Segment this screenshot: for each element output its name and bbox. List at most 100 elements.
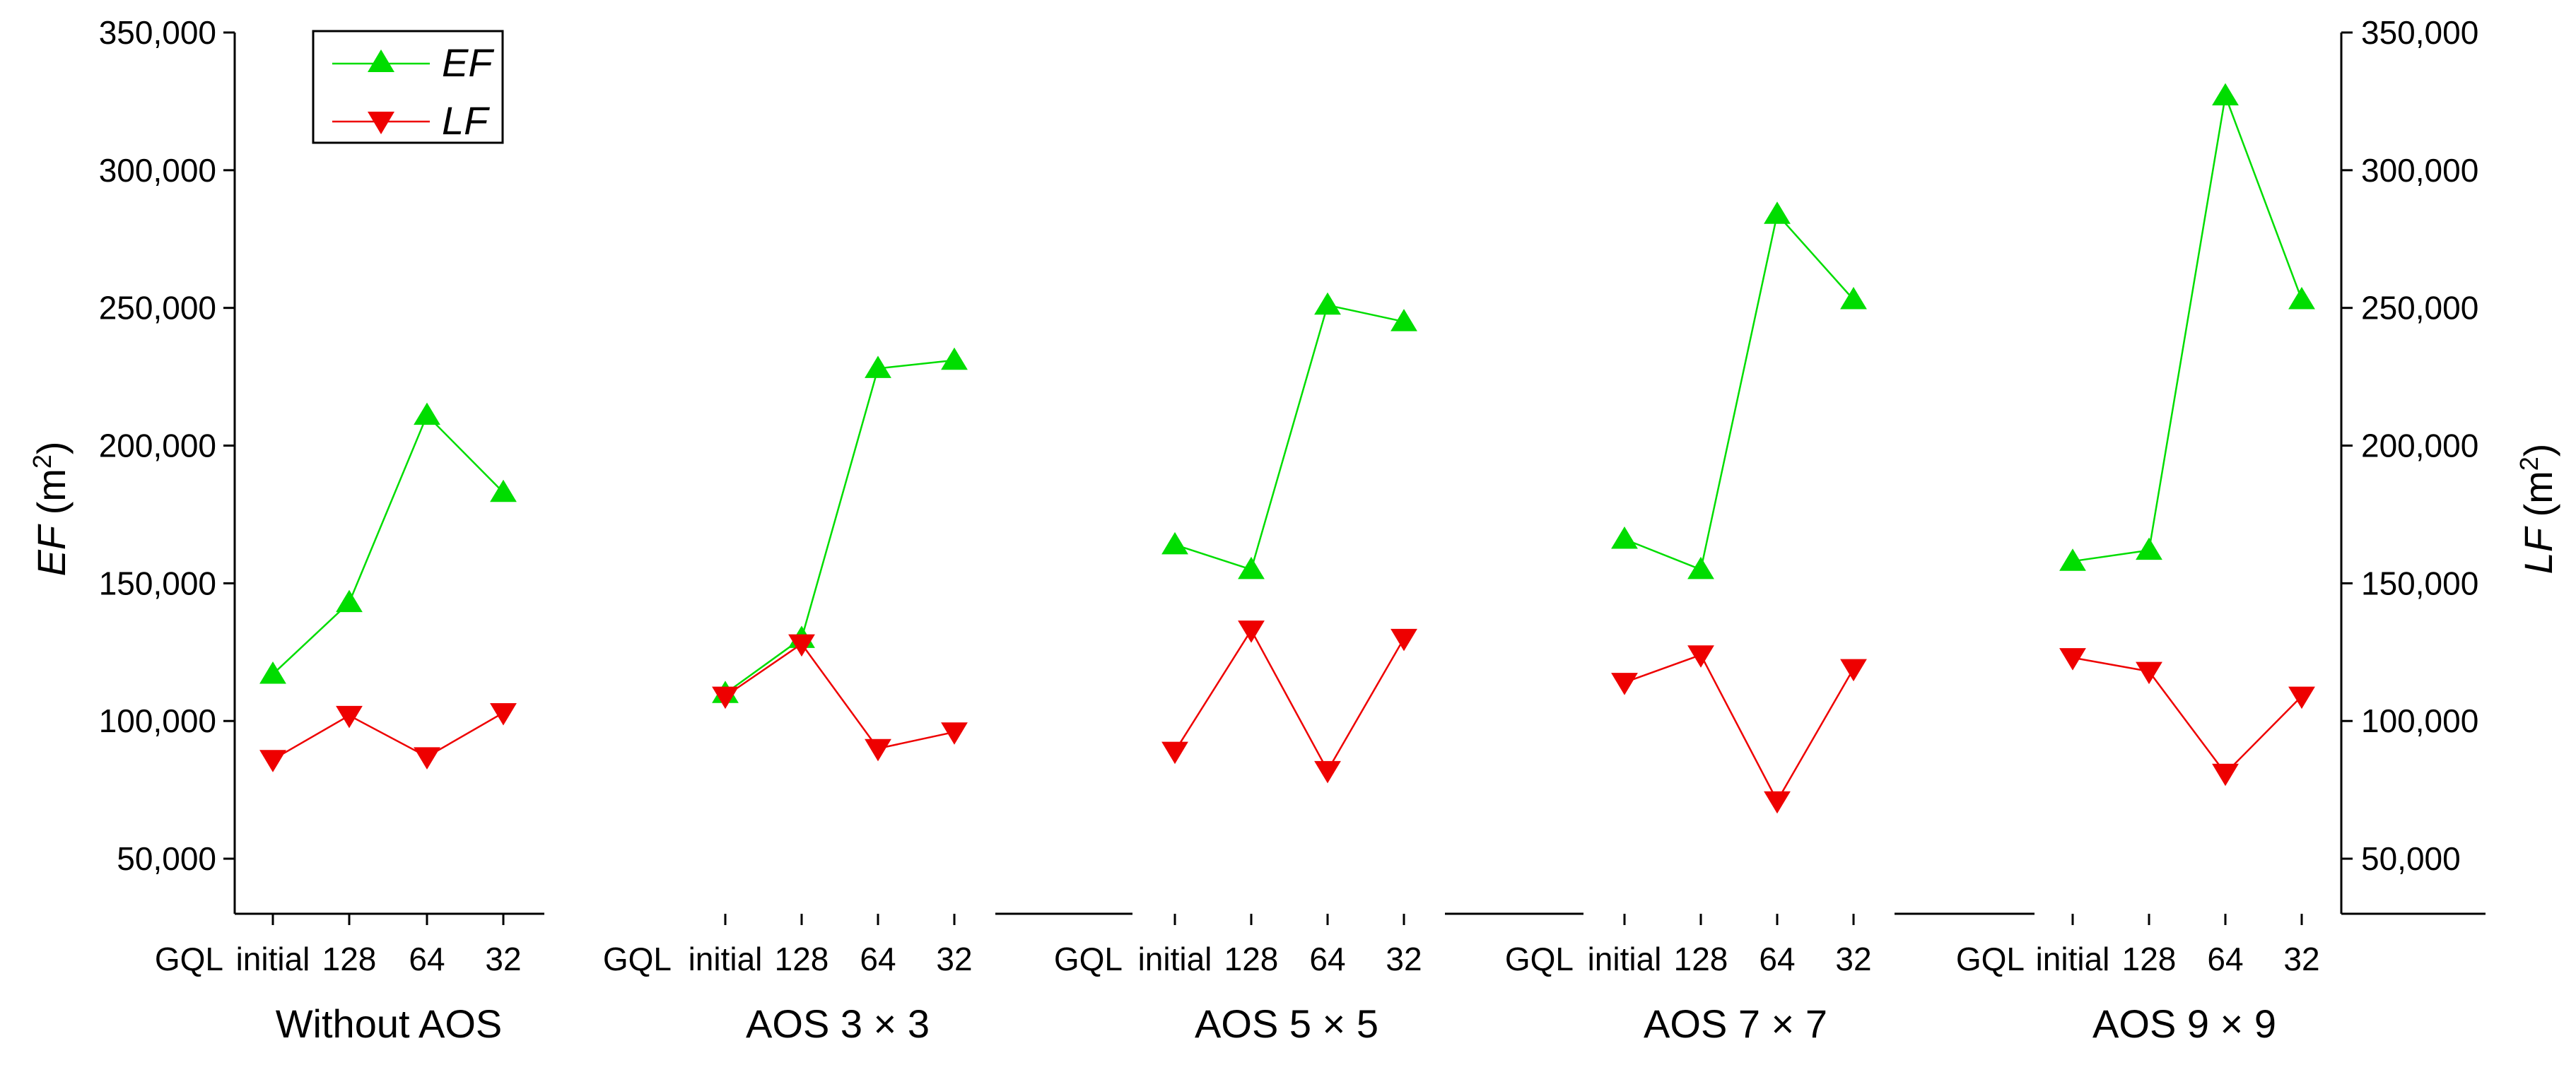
legend-ef-marker xyxy=(368,49,394,72)
legend: EF LF xyxy=(312,30,504,144)
data-point-ef xyxy=(941,347,968,370)
y-axis-left-unit: (m xyxy=(29,469,74,526)
data-point-ef xyxy=(1391,309,1417,331)
y-tick-label-left: 50,000 xyxy=(117,840,216,877)
data-point-ef xyxy=(1314,292,1341,315)
x-prefix-label: GQL xyxy=(155,941,223,977)
y-tick-label-left: 150,000 xyxy=(99,565,216,601)
x-tick-label: 32 xyxy=(1386,941,1422,977)
group-title: AOS 9 × 9 xyxy=(2092,1001,2276,1046)
y-axis-right-sup: 2 xyxy=(2514,457,2543,471)
series-line-ef xyxy=(2072,92,2303,563)
legend-lf-label: LF xyxy=(442,98,490,143)
y-axis-left-sup: 2 xyxy=(28,454,57,469)
svg-text:LF (m2): LF (m2) xyxy=(2514,444,2561,575)
y-tick-label-left: 300,000 xyxy=(99,152,216,189)
x-tick-label: 64 xyxy=(1309,941,1345,977)
data-point-ef xyxy=(1687,556,1714,579)
data-point-ef xyxy=(865,355,891,378)
y-tick-label-right: 150,000 xyxy=(2361,565,2478,601)
panel-group: initial 128 64 32 GQL AOS 3 × 3 xyxy=(603,347,1132,1046)
x-tick-label: initial xyxy=(1588,941,1662,977)
data-point-ef xyxy=(259,661,286,684)
series-line-lf xyxy=(272,712,504,760)
y-ticks: 50,000 50,000 100,000 100,000 150,000 150,000… xyxy=(99,14,2479,877)
x-prefix-label: GQL xyxy=(1956,941,2025,977)
y-tick-label-right: 350,000 xyxy=(2361,14,2478,51)
y-tick-label-right: 200,000 xyxy=(2361,428,2478,464)
data-point-lf xyxy=(490,703,517,726)
data-point-lf xyxy=(1764,791,1791,814)
series-line-lf xyxy=(1173,628,1405,772)
data-point-lf xyxy=(1238,620,1265,643)
data-point-lf xyxy=(712,686,739,710)
data-point-lf xyxy=(865,739,891,762)
data-point-lf xyxy=(1391,628,1417,652)
y-axis-title-right: LF (m2) xyxy=(2514,444,2561,575)
y-tick-label-right: 300,000 xyxy=(2361,152,2478,189)
series-line-lf xyxy=(2072,657,2302,775)
x-tick-label: 64 xyxy=(409,941,445,977)
y-tick-label-left: 350,000 xyxy=(99,14,216,51)
data-point-ef xyxy=(1840,286,1867,310)
x-tick-label: initial xyxy=(236,941,310,977)
data-point-lf xyxy=(414,747,440,770)
svg-text:EF (m2): EF (m2) xyxy=(28,441,74,576)
data-point-lf xyxy=(336,705,363,729)
x-prefix-label: GQL xyxy=(1054,941,1123,977)
x-prefix-label: GQL xyxy=(1505,941,1574,977)
y-axis-title-left: EF (m2) xyxy=(28,441,74,576)
data-point-lf xyxy=(2288,686,2315,710)
y-axis-right-var: LF xyxy=(2516,526,2560,574)
series-line-ef xyxy=(272,413,504,675)
y-tick-label-left: 250,000 xyxy=(99,290,216,326)
y-tick-label-right: 100,000 xyxy=(2361,702,2478,739)
x-tick-label: 64 xyxy=(1759,941,1795,977)
panels: initial 128 64 32 GQL Without AOS initial 128 64… xyxy=(155,83,2486,1046)
data-point-lf xyxy=(941,722,968,745)
y-tick-label-left: 100,000 xyxy=(99,702,216,739)
x-tick-label: 128 xyxy=(1224,941,1279,977)
x-tick-label: 32 xyxy=(1835,941,1871,977)
data-point-ef xyxy=(2059,548,2086,571)
x-tick-label: 64 xyxy=(860,941,896,977)
data-point-ef xyxy=(1238,556,1265,579)
data-point-lf xyxy=(1611,673,1638,695)
x-tick-label: initial xyxy=(689,941,763,977)
data-point-ef xyxy=(2288,286,2315,310)
panel-group: initial 128 64 32 GQL AOS 7 × 7 xyxy=(1505,201,2035,1046)
y-axis-left-var: EF xyxy=(29,524,74,576)
x-tick-label: 64 xyxy=(2207,941,2243,977)
x-prefix-label: GQL xyxy=(603,941,672,977)
group-title: AOS 5 × 5 xyxy=(1195,1001,1378,1046)
series-line-lf xyxy=(725,642,955,750)
data-point-ef xyxy=(1611,526,1638,549)
data-point-lf xyxy=(2212,763,2239,787)
series-line-ef xyxy=(1174,304,1405,571)
axes xyxy=(233,33,2343,914)
data-point-ef xyxy=(490,479,517,502)
data-point-lf xyxy=(1687,645,1714,668)
legend-lf-marker xyxy=(368,112,394,134)
group-title: Without AOS xyxy=(276,1001,503,1046)
data-point-lf xyxy=(259,750,286,772)
panel-group: initial 128 64 32 GQL AOS 5 × 5 xyxy=(1054,292,1583,1046)
x-tick-label: initial xyxy=(1138,941,1212,977)
x-tick-label: 32 xyxy=(2283,941,2319,977)
legend-box xyxy=(312,30,504,144)
data-point-ef xyxy=(1161,531,1188,555)
x-tick-label: 128 xyxy=(775,941,829,977)
data-point-lf xyxy=(2136,661,2162,685)
x-tick-label: 128 xyxy=(2122,941,2177,977)
legend-ef-label: EF xyxy=(442,40,494,85)
data-point-ef xyxy=(2136,537,2162,560)
data-point-ef xyxy=(2212,83,2239,106)
data-point-lf xyxy=(788,634,815,657)
data-point-lf xyxy=(1161,741,1188,765)
y-tick-label-left: 200,000 xyxy=(99,428,216,464)
series-line-lf xyxy=(1624,654,1855,803)
data-point-ef xyxy=(336,589,363,613)
panel-group: initial 128 64 32 GQL AOS 9 × 9 xyxy=(1956,83,2486,1046)
y-axis-left-close: ) xyxy=(29,441,74,454)
